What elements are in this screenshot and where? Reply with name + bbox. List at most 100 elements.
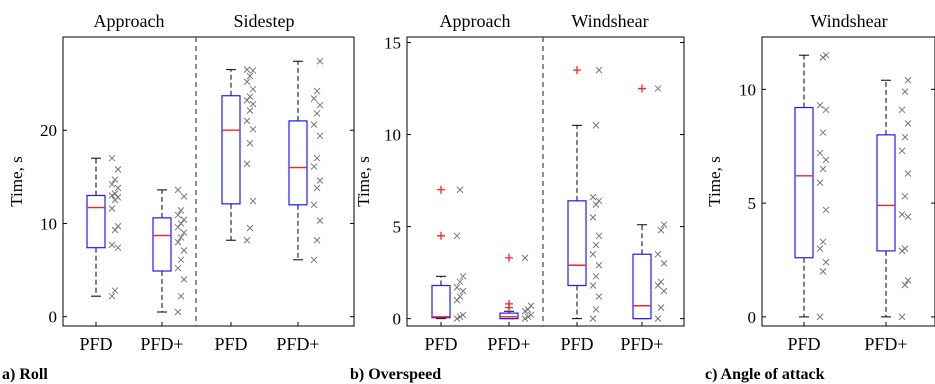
plot-frame (761, 36, 935, 327)
data-point-marker (310, 163, 318, 170)
box-3: PFD (560, 66, 603, 354)
box-2: PFD+ (140, 186, 188, 354)
data-point-marker (249, 197, 257, 205)
data-point-marker (108, 241, 116, 249)
data-point-marker (657, 278, 665, 286)
x-tick-label: PFD (560, 334, 593, 354)
data-point-marker (108, 180, 116, 188)
data-point-marker (904, 170, 912, 177)
plot-frame (406, 36, 685, 327)
data-point-marker (453, 232, 461, 240)
data-point-marker (901, 281, 909, 289)
data-point-marker (589, 315, 597, 322)
data-point-marker (456, 278, 464, 286)
box-1: PFD (79, 154, 122, 354)
data-point-marker (177, 220, 185, 227)
data-point-marker (898, 313, 906, 321)
iqr-box (876, 134, 896, 252)
data-point-marker (180, 216, 188, 224)
data-point-marker (822, 156, 830, 164)
data-point-marker (819, 165, 827, 173)
data-point-marker (453, 283, 461, 291)
data-point-marker (249, 67, 257, 74)
group-label: Windshear (571, 11, 648, 31)
data-point-marker (816, 245, 824, 252)
iqr-box (567, 200, 587, 287)
data-point-marker (243, 66, 251, 73)
data-point-marker (111, 190, 119, 197)
data-point-marker (246, 107, 254, 115)
data-point-marker (174, 223, 182, 231)
data-point-marker (527, 311, 535, 319)
data-point-marker (660, 221, 668, 229)
data-point-marker (459, 311, 467, 319)
data-point-marker (660, 287, 668, 295)
data-point-marker (243, 236, 251, 244)
data-point-marker (592, 122, 600, 129)
x-tick-label: PFD (424, 334, 457, 354)
data-point-marker (313, 87, 321, 95)
data-point-marker (111, 226, 119, 234)
data-point-marker (453, 315, 461, 322)
data-point-marker (595, 261, 603, 269)
data-point-marker (114, 244, 122, 252)
data-point-marker (316, 101, 324, 109)
data-point-marker (592, 241, 600, 249)
data-point-marker (660, 260, 668, 267)
y-tick-label: 10 (739, 80, 756, 99)
data-point-marker (592, 306, 600, 313)
data-point-marker (822, 206, 830, 214)
data-point-marker (819, 268, 827, 275)
x-tick-label: PFD+ (620, 334, 663, 354)
data-point-marker (249, 100, 257, 108)
data-point-marker (527, 302, 535, 310)
data-point-marker (456, 186, 464, 194)
data-point-marker (243, 78, 251, 86)
box-2: PFD+ (864, 76, 912, 354)
outlier-marker (437, 231, 445, 240)
data-point-marker (111, 176, 119, 183)
group-label: Windshear (810, 11, 887, 31)
data-point-marker (313, 154, 321, 162)
outlier-marker (505, 299, 513, 308)
data-point-marker (246, 224, 254, 232)
data-point-marker (819, 129, 827, 136)
data-point-marker (901, 192, 909, 200)
iqr-box (794, 106, 814, 259)
data-point-marker (819, 238, 827, 246)
data-point-marker (180, 247, 188, 254)
data-point-marker (595, 293, 603, 300)
data-point-marker (521, 315, 529, 322)
data-point-marker (524, 313, 532, 321)
data-point-marker (654, 85, 662, 92)
data-point-marker (654, 250, 662, 258)
data-point-marker (595, 66, 603, 74)
data-point-marker (249, 85, 257, 93)
data-point-marker (313, 236, 321, 244)
group-label: Sidestep (234, 11, 295, 31)
y-axis-label: Time, s (354, 156, 373, 206)
iqr-box (152, 217, 172, 272)
data-point-marker (174, 238, 182, 246)
data-point-marker (904, 213, 912, 221)
data-point-marker (177, 207, 185, 214)
data-point-marker (310, 256, 318, 264)
iqr-box (632, 253, 652, 320)
data-point-marker (243, 160, 251, 168)
data-point-marker (816, 313, 824, 321)
data-point-marker (310, 121, 318, 128)
data-point-marker (243, 97, 251, 104)
y-tick-label: 10 (384, 126, 401, 145)
data-point-marker (822, 51, 830, 59)
data-point-marker (249, 125, 257, 133)
chart-panel-1: 0 10 20 Time, s Approach Sidestep PFD PFD+ PFD PF… (2, 11, 355, 383)
data-point-marker (243, 117, 251, 125)
data-point-marker (816, 101, 824, 109)
y-tick-label: 0 (748, 308, 757, 327)
x-tick-label: PFD (214, 334, 247, 354)
outlier-marker (573, 66, 581, 75)
data-point-marker (114, 193, 122, 201)
chart-caption: c) Angle of attack (705, 366, 825, 383)
outlier-marker (638, 84, 646, 93)
